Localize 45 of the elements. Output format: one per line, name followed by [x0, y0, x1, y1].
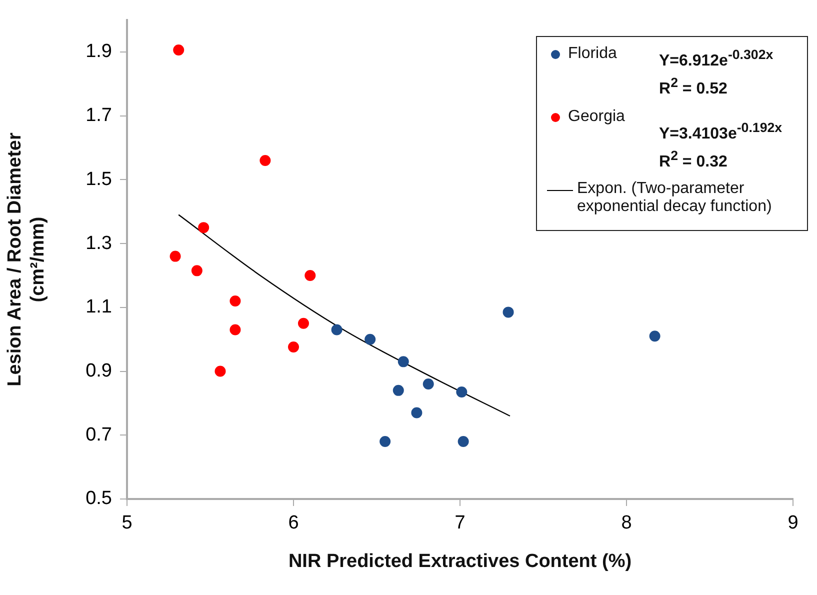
y-tick-label: 0.7: [86, 424, 112, 446]
point: [230, 296, 241, 307]
legend-label: Georgia: [568, 108, 625, 126]
point: [502, 306, 514, 318]
x-tick-label: 5: [122, 512, 132, 534]
point: [331, 324, 342, 336]
point: [298, 318, 309, 329]
point: [422, 378, 434, 390]
x-tick-label: 6: [288, 512, 299, 534]
point: [364, 334, 376, 345]
point: [411, 407, 422, 418]
point: [170, 250, 181, 262]
point: [456, 386, 468, 398]
point: [198, 222, 210, 234]
y-tick-label: 1.9: [86, 41, 112, 62]
point: [260, 155, 271, 166]
y-tick-label: 1.7: [86, 105, 112, 126]
annotation: Y=3.4103e$^{-0.192x}$: [659, 118, 782, 144]
y-tick-label: 0.9: [86, 360, 112, 382]
point: [230, 324, 241, 336]
y-tick-label: 1.1: [86, 296, 112, 318]
point: [458, 436, 469, 448]
point: [288, 342, 299, 352]
x-tick-label: 9: [788, 512, 798, 534]
point: [214, 366, 226, 377]
point: [398, 356, 409, 368]
annotation: R$^{2}$ = 0.32: [659, 146, 728, 172]
point: [380, 436, 391, 448]
point: [191, 265, 202, 276]
y-tick-label: 1.3: [86, 232, 112, 254]
y-tick-label: 0.5: [86, 488, 112, 510]
annotation: Y=6.912e$^{-0.302x}$: [659, 46, 774, 72]
x-tick-label: 8: [621, 512, 632, 534]
x-tick-label: 7: [454, 512, 466, 534]
y-axis-title: Lesion Area / Root Diameter (cm²/mm): [4, 132, 48, 386]
point: [392, 384, 404, 396]
point: [649, 330, 660, 342]
x-axis-title: NIR Predicted Extractives Content (%): [288, 550, 632, 572]
y-tick-label: 1.5: [86, 168, 112, 190]
line-series: [178, 214, 511, 417]
legend-label: Florida: [568, 45, 617, 63]
legend-label: Expon. (Two-parameter exponential decay function): [577, 180, 773, 216]
annotation: R$^{2}$ = 0.52: [659, 74, 728, 100]
point: [304, 270, 316, 281]
point: [173, 44, 184, 56]
